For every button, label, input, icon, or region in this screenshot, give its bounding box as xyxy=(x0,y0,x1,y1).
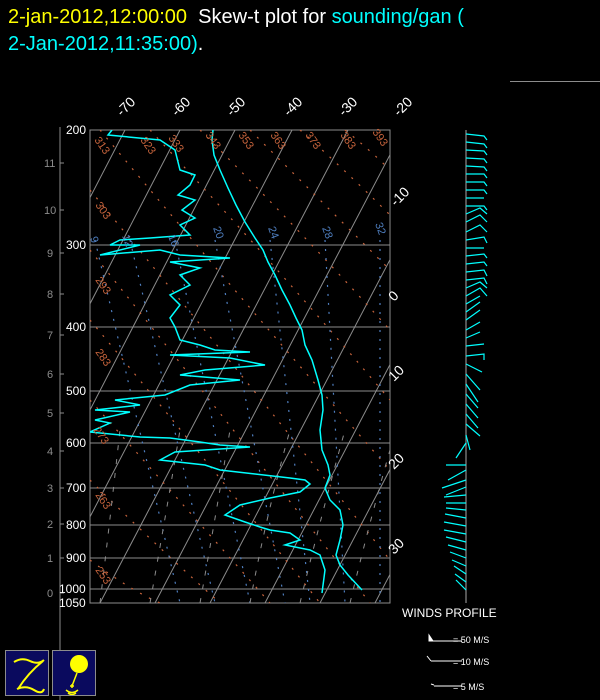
isotherm-labels-right: -10 0 10 20 30 xyxy=(385,183,413,557)
svg-text:700: 700 xyxy=(66,481,86,495)
svg-text:500: 500 xyxy=(66,384,86,398)
svg-text:9: 9 xyxy=(87,235,100,245)
legend-barb-icons xyxy=(426,633,462,687)
svg-text:28: 28 xyxy=(319,225,334,241)
svg-text:-60: -60 xyxy=(168,93,194,119)
svg-text:-30: -30 xyxy=(335,93,361,119)
legend-50ms: = 50 M/S xyxy=(453,635,490,645)
balloon-icon xyxy=(65,655,88,696)
divider-line xyxy=(510,81,600,82)
svg-text:11: 11 xyxy=(44,158,55,170)
winds-profile xyxy=(441,130,488,603)
svg-text:283: 283 xyxy=(93,347,113,369)
isotherm-labels-top: -70 -60 -50 -40 -30 -20 xyxy=(113,93,416,119)
svg-text:1050: 1050 xyxy=(59,596,86,610)
title-source: sounding/gan ( xyxy=(331,6,464,28)
svg-text:303: 303 xyxy=(93,200,113,222)
svg-text:800: 800 xyxy=(66,518,86,532)
svg-text:2: 2 xyxy=(47,519,53,531)
title-plot-label: Skew-t plot for xyxy=(198,6,326,28)
svg-text:373: 373 xyxy=(303,130,323,152)
svg-text:7: 7 xyxy=(47,330,53,342)
legend-10ms: = 10 M/S xyxy=(453,657,490,667)
svg-text:-20: -20 xyxy=(390,93,416,119)
half-barb-icon xyxy=(430,683,435,686)
svg-text:10: 10 xyxy=(385,362,407,384)
dewpoint-trace xyxy=(90,130,326,594)
z-icon xyxy=(13,658,45,694)
svg-text:5: 5 xyxy=(47,408,53,420)
balloon-logo-button[interactable] xyxy=(52,650,96,696)
mixing-ratio-labels: 9 12 16 20 24 28 32 xyxy=(87,221,387,249)
svg-text:12: 12 xyxy=(119,233,134,249)
svg-text:343: 343 xyxy=(203,130,223,152)
svg-text:313: 313 xyxy=(92,135,112,157)
svg-text:10: 10 xyxy=(44,205,56,217)
svg-text:-70: -70 xyxy=(113,93,139,119)
svg-text:0: 0 xyxy=(385,287,402,304)
svg-text:900: 900 xyxy=(66,551,86,565)
svg-text:0: 0 xyxy=(47,588,53,600)
legend-5ms: = 5 M/S xyxy=(453,682,485,692)
dry-adiabat-labels: 313 323 333 343 353 363 373 383 393 303 … xyxy=(91,127,390,587)
svg-text:16: 16 xyxy=(165,233,180,249)
svg-text:30: 30 xyxy=(385,535,407,557)
svg-text:6: 6 xyxy=(47,369,53,381)
z-logo-button[interactable] xyxy=(5,650,49,696)
svg-text:-50: -50 xyxy=(223,93,249,119)
svg-text:24: 24 xyxy=(265,225,280,241)
winds-profile-title: WINDS PROFILE xyxy=(402,606,497,620)
svg-text:353: 353 xyxy=(236,130,256,152)
temperature-trace xyxy=(211,130,363,591)
svg-text:383: 383 xyxy=(338,130,358,152)
title-period: . xyxy=(197,33,204,55)
svg-text:-10: -10 xyxy=(387,183,413,209)
svg-text:263: 263 xyxy=(93,490,113,512)
svg-text:300: 300 xyxy=(66,238,86,252)
svg-text:363: 363 xyxy=(268,130,288,152)
chart-title: 2-jan-2012,12:00:00 Skew-t plot for soun… xyxy=(8,4,598,58)
svg-text:200: 200 xyxy=(66,123,86,137)
svg-text:8: 8 xyxy=(47,289,53,301)
title-source-time: 2-Jan-2012,11:35:00) xyxy=(8,33,198,55)
full-barb-icon xyxy=(426,655,432,662)
pennant-icon xyxy=(428,633,434,642)
svg-text:1: 1 xyxy=(47,553,53,565)
svg-text:1000: 1000 xyxy=(59,582,86,596)
title-time: 2-jan-2012,12:00:00 xyxy=(8,6,188,28)
svg-text:400: 400 xyxy=(66,320,86,334)
svg-text:20: 20 xyxy=(210,225,225,241)
svg-text:9: 9 xyxy=(47,248,53,260)
svg-text:3: 3 xyxy=(47,483,53,495)
moist-adiabats xyxy=(99,429,390,603)
svg-text:-40: -40 xyxy=(280,93,306,119)
svg-text:600: 600 xyxy=(66,436,86,450)
svg-text:4: 4 xyxy=(47,446,53,458)
mixing-ratio-lines xyxy=(94,239,381,603)
svg-text:32: 32 xyxy=(372,221,387,237)
svg-text:20: 20 xyxy=(385,450,407,472)
